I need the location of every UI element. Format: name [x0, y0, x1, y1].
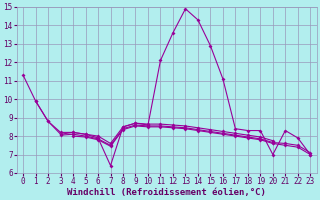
X-axis label: Windchill (Refroidissement éolien,°C): Windchill (Refroidissement éolien,°C)	[67, 188, 266, 197]
